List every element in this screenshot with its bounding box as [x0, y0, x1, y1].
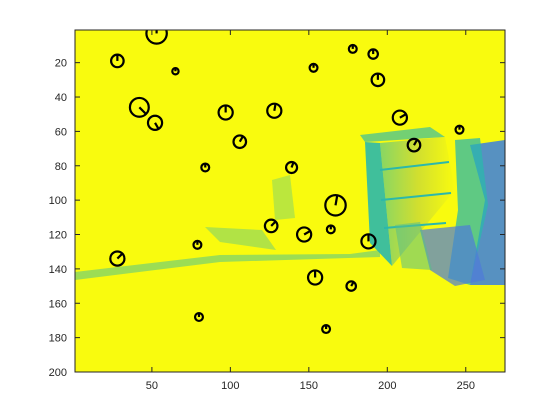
y-tick-label: 120 [49, 230, 67, 242]
x-tick-label: 100 [221, 380, 239, 392]
y-tick-label: 180 [49, 333, 67, 345]
y-tick-label: 200 [49, 367, 67, 379]
y-tick-label: 60 [55, 126, 67, 138]
x-tick-label: 50 [146, 380, 158, 392]
y-tick-label: 100 [49, 195, 67, 207]
y-tick-label: 20 [55, 58, 67, 70]
x-tick-label: 200 [378, 380, 396, 392]
image-content [75, 23, 505, 372]
x-tick-label: 250 [457, 380, 475, 392]
x-tick-label: 150 [300, 380, 318, 392]
y-tick-label: 40 [55, 92, 67, 104]
y-tick-label: 160 [49, 298, 67, 310]
feature-orientation-line [274, 104, 275, 111]
y-tick-label: 80 [55, 161, 67, 173]
y-tick-label: 140 [49, 264, 67, 276]
